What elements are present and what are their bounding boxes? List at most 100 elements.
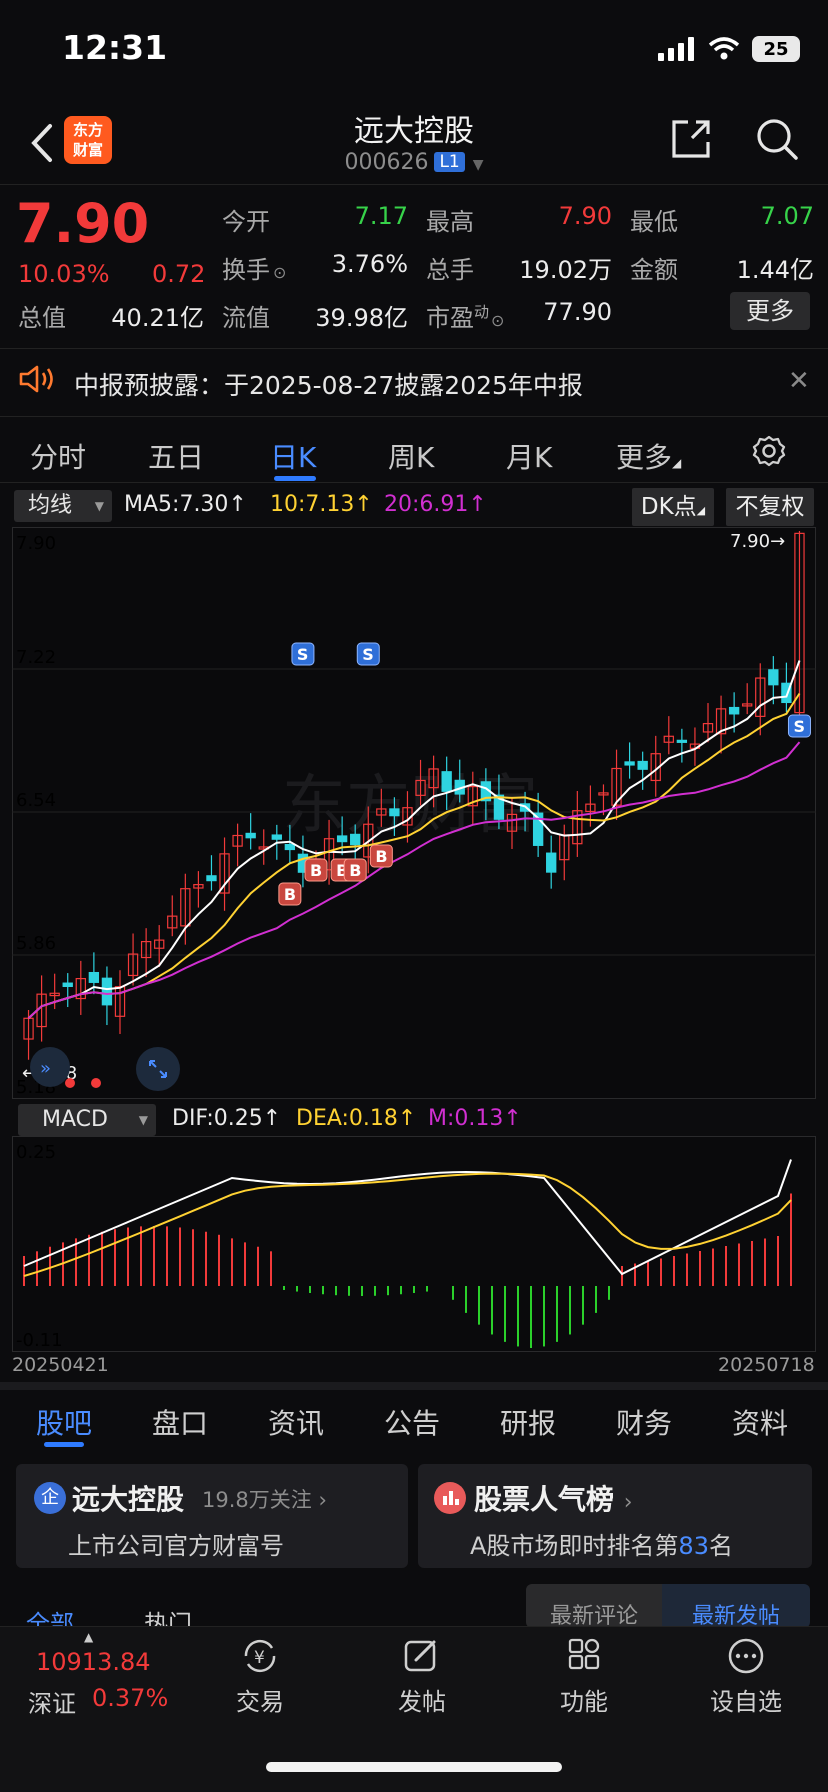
company-subtitle: 上市公司官方财富号 [68, 1532, 284, 1560]
share-icon[interactable] [668, 116, 714, 162]
indicator-selector[interactable]: MACD ▼ [18, 1104, 156, 1136]
chevrons-icon: » [40, 1058, 51, 1079]
buy-signal[interactable] [278, 882, 302, 906]
chevron-right-icon: › [623, 1490, 633, 1515]
candle-body [637, 760, 648, 770]
candle-body [101, 977, 113, 1006]
volume-label: 总手 [426, 256, 474, 284]
market-cap-value: 40.21亿 [111, 304, 204, 332]
tab-monthly-k[interactable]: 月K [506, 441, 553, 474]
buy-signal[interactable] [369, 844, 393, 868]
page-dot [65, 1078, 75, 1088]
chevron-down-icon: ▼ [94, 499, 104, 513]
tab-five-day[interactable]: 五日 [148, 441, 205, 474]
signal-label: B [375, 847, 387, 866]
dea-line [23, 1172, 792, 1277]
ma-selector[interactable]: 均线 ▼ [14, 490, 112, 522]
nav-functions[interactable]: 功能 [534, 1636, 634, 1717]
candle-body [363, 823, 374, 858]
stock-name: 远大控股 [354, 114, 474, 149]
sort-latest-post[interactable]: 最新发帖 [662, 1584, 810, 1628]
section-gap [0, 1382, 828, 1390]
high-value: 7.90 [558, 202, 612, 230]
search-icon[interactable] [754, 116, 800, 162]
chevron-down-icon: ▼ [138, 1113, 148, 1127]
wifi-icon [708, 37, 740, 60]
notice-text[interactable]: 中报预披露：于2025-08-27披露2025年中报 [74, 371, 583, 400]
expand-left-button[interactable] [30, 1047, 70, 1087]
fullscreen-button[interactable] [136, 1047, 180, 1091]
candle-body [585, 803, 596, 813]
open-label: 今开 [222, 208, 270, 236]
gear-icon[interactable] [752, 434, 786, 468]
candle-body [376, 808, 387, 816]
tab-underline [44, 1442, 84, 1447]
buy-signal[interactable] [304, 858, 328, 882]
nav-post[interactable]: 发帖 [372, 1636, 472, 1717]
nav-trade[interactable]: ¥ 交易 [210, 1636, 310, 1717]
candle-body [728, 706, 740, 715]
float-cap-value: 39.98亿 [315, 304, 408, 332]
tab-finance[interactable]: 财务 [616, 1407, 673, 1440]
candle-body [167, 915, 178, 929]
rank-subtitle: A股市场即时排名第83名 [470, 1532, 733, 1560]
candle-body [506, 813, 518, 832]
sort-latest-comment[interactable]: 最新评论 [526, 1584, 662, 1628]
candle-body [794, 532, 805, 714]
tab-guba[interactable]: 股吧 [36, 1407, 93, 1440]
candle-body [611, 767, 622, 806]
tab-more[interactable]: 更多◢ [616, 441, 682, 474]
rank-title: 股票人气榜 › [474, 1483, 633, 1516]
more-dots-icon [728, 1638, 764, 1674]
high-label: 最高 [426, 208, 474, 236]
signal-label: B [310, 861, 322, 880]
tab-research[interactable]: 研报 [500, 1407, 557, 1440]
tab-profile[interactable]: 资料 [732, 1407, 789, 1440]
company-title: 远大控股 [72, 1483, 185, 1516]
candle-body [742, 703, 753, 707]
index-change: 0.37% [92, 1684, 169, 1712]
nav-add-watchlist[interactable]: 设自选 [696, 1636, 796, 1717]
dk-point-button[interactable]: DK点◢ [632, 488, 714, 526]
tab-weekly-k[interactable]: 周K [388, 441, 435, 474]
amount-value: 1.44亿 [736, 256, 814, 284]
candle-body [336, 835, 348, 843]
last-price-marker: 7.90→ [730, 531, 785, 552]
stock-code-row[interactable]: 000626 L1 ▼ [0, 150, 828, 175]
candle-body [441, 771, 452, 792]
y-tick-2: 7.22 [16, 647, 56, 668]
popularity-rank-card[interactable]: 股票人气榜 › A股市场即时排名第83名 [418, 1464, 812, 1568]
status-icons: 25 [658, 32, 800, 66]
sell-signal[interactable] [356, 642, 380, 666]
adjust-button[interactable]: 不复权 [726, 488, 814, 526]
index-value[interactable]: 10913.84 [36, 1648, 151, 1676]
divider [0, 348, 828, 349]
candle-body [323, 838, 335, 871]
level-badge: L1 [434, 152, 465, 172]
tab-pankou[interactable]: 盘口 [152, 1407, 209, 1440]
volume-value: 19.02万 [519, 256, 612, 284]
buy-signal[interactable] [343, 858, 367, 882]
dea-value: DEA:0.18↑ [296, 1106, 417, 1131]
company-account-card[interactable]: 企 远大控股 19.8万关注 › 上市公司官方财富号 [16, 1464, 408, 1568]
stock-code: 000626 [344, 150, 429, 175]
sell-signal[interactable] [291, 642, 315, 666]
tab-daily-k[interactable]: 日K [270, 441, 317, 474]
close-icon[interactable]: ✕ [788, 366, 810, 396]
macd-chart[interactable]: 0.25 -0.11 [12, 1136, 816, 1352]
follower-count: 19.8万关注 › [202, 1488, 327, 1512]
info-icon: ⊙ [273, 263, 287, 282]
sell-signal[interactable] [787, 714, 811, 738]
tab-announcements[interactable]: 公告 [384, 1407, 441, 1440]
amount-label: 金额 [630, 256, 678, 284]
signal-label: B [349, 861, 361, 880]
nav-functions-label: 功能 [560, 1688, 608, 1716]
candle-body [271, 834, 282, 840]
candle-body [49, 992, 60, 997]
more-stats-button[interactable]: 更多 [730, 292, 810, 330]
back-button[interactable] [26, 120, 60, 166]
candle-body [493, 794, 505, 820]
tab-intraday[interactable]: 分时 [30, 441, 87, 474]
tab-news[interactable]: 资讯 [268, 1407, 325, 1440]
